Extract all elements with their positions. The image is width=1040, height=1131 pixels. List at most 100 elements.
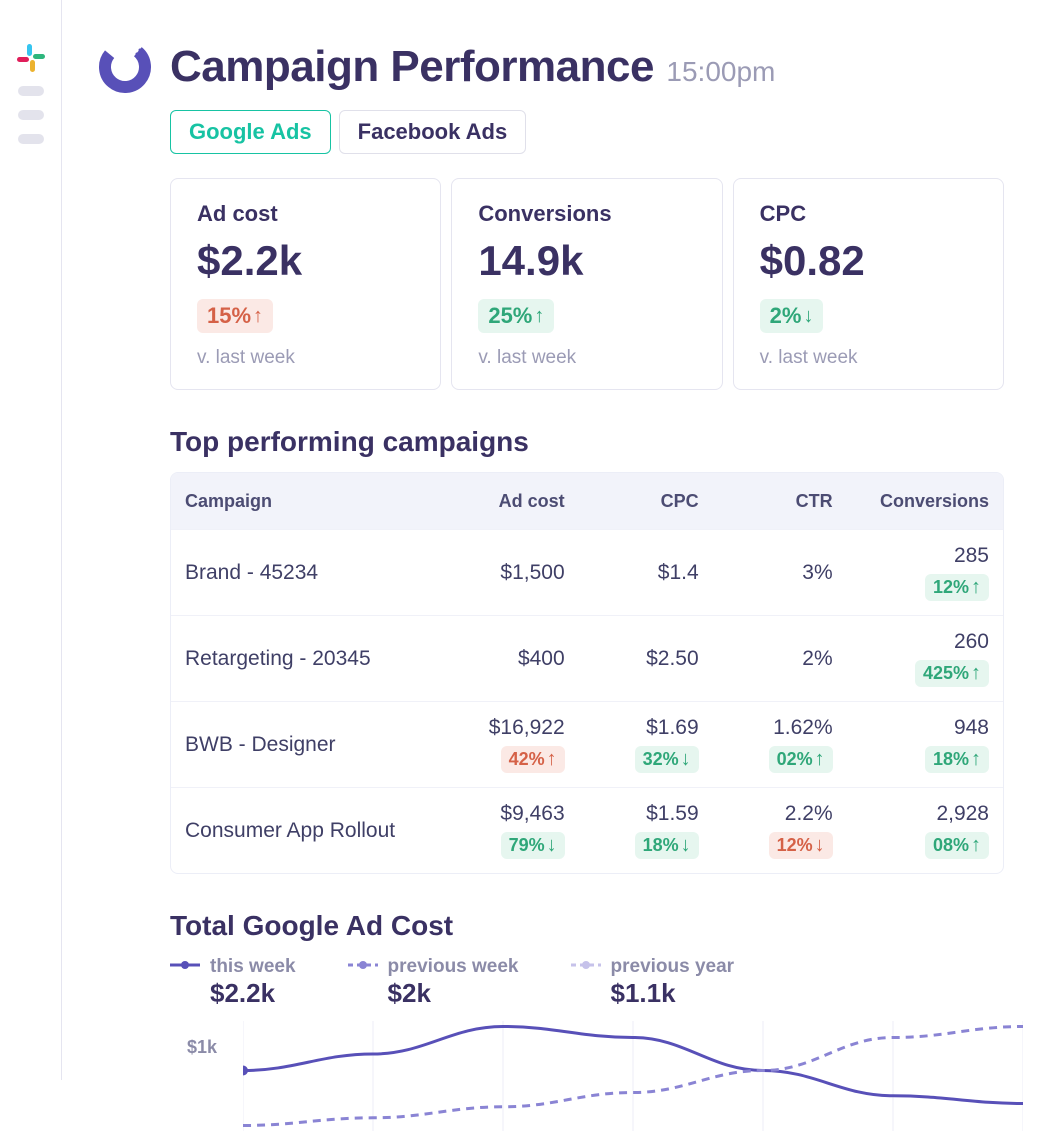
delta-chip: 12%↓ (769, 832, 833, 859)
page-time: 15:00pm (666, 56, 775, 87)
kpi-delta: 15%↑ (197, 299, 273, 333)
cell-value: $1.4 (565, 561, 699, 585)
delta-text: 15% (207, 303, 251, 329)
chart-canvas (243, 1021, 1023, 1131)
cell-value: $1.59 (565, 802, 699, 826)
table-cell: 2.2%12%↓ (699, 802, 833, 859)
cell-value: Retargeting - 20345 (185, 647, 431, 671)
legend-marker-icon (170, 956, 200, 974)
cell-campaign: Brand - 45234 (185, 561, 431, 585)
kpi-row: Ad cost $2.2k 15%↑ v. last week Conversi… (170, 178, 1004, 390)
table-cell: $1.69 32%↓ (565, 716, 699, 773)
cell-value: Consumer App Rollout (185, 819, 431, 843)
delta-chip: 18%↑ (925, 746, 989, 773)
arrow-down-icon: ↓ (681, 834, 691, 857)
kpi-label: Conversions (478, 201, 695, 227)
col-cpc: CPC (565, 491, 699, 512)
chart-legend: this week $2.2k previous week $2k previo… (170, 956, 1004, 1009)
arrow-up-icon: ↑ (971, 748, 981, 771)
arrow-down-icon: ↓ (547, 834, 557, 857)
table-row: Brand - 45234$1,500$1.43%28512%↑ (171, 529, 1003, 615)
kpi-value: 14.9k (478, 237, 695, 285)
sidebar (0, 0, 62, 1080)
title-block: Campaign Performance 15:00pm (170, 42, 775, 92)
legend-previous-year: previous year $1.1k (571, 956, 735, 1009)
kpi-sub: v. last week (478, 347, 695, 369)
cell-value: $16,922 (431, 716, 565, 740)
arrow-down-icon: ↓ (681, 748, 691, 771)
table-cell: $9,46379%↓ (431, 802, 565, 859)
arrow-up-icon: ↑ (253, 305, 263, 328)
table-cell: 28512%↑ (833, 544, 989, 601)
kpi-card-adcost: Ad cost $2.2k 15%↑ v. last week (170, 178, 441, 390)
cell-value: 948 (833, 716, 989, 740)
delta-chip: 79%↓ (501, 832, 565, 859)
sidebar-item-placeholder (18, 86, 44, 96)
arrow-up-icon: ↑ (815, 748, 825, 771)
table-cell: 2,928 08%↑ (833, 802, 989, 859)
cost-section-title: Total Google Ad Cost (170, 910, 1004, 942)
kpi-label: Ad cost (197, 201, 414, 227)
delta-chip: 08%↑ (925, 832, 989, 859)
legend-marker-icon (348, 956, 378, 974)
delta-text: 25% (488, 303, 532, 329)
tabs: Google Ads Facebook Ads (170, 110, 1004, 154)
cell-value: $400 (431, 647, 565, 671)
col-campaign: Campaign (185, 491, 431, 512)
kpi-sub: v. last week (760, 347, 977, 369)
arrow-up-icon: ↑ (971, 662, 981, 685)
table-cell: $2.50 (565, 647, 699, 671)
kpi-sub: v. last week (197, 347, 414, 369)
legend-amount: $2.2k (210, 978, 296, 1009)
page-title: Campaign Performance (170, 42, 654, 91)
main-content: Campaign Performance 15:00pm Google Ads … (62, 0, 1040, 1080)
arrow-up-icon: ↑ (534, 305, 544, 328)
sidebar-item-placeholder (18, 134, 44, 144)
delta-text: 2% (770, 303, 802, 329)
table-header: Campaign Ad cost CPC CTR Conversions (171, 473, 1003, 529)
kpi-delta: 2%↓ (760, 299, 824, 333)
col-conversions: Conversions (833, 491, 989, 512)
sidebar-item-placeholder (18, 110, 44, 120)
kpi-label: CPC (760, 201, 977, 227)
cell-value: 2,928 (833, 802, 989, 826)
table-row: Consumer App Rollout$9,46379%↓$1.5918%↓2… (171, 787, 1003, 873)
chart-y-tick: $1k (187, 1037, 217, 1058)
table-cell: 260 425%↑ (833, 630, 989, 687)
cell-value: Brand - 45234 (185, 561, 431, 585)
delta-chip: 02%↑ (769, 746, 833, 773)
legend-label: previous year (611, 956, 735, 978)
arrow-up-icon: ↑ (971, 834, 981, 857)
table-cell: $1,500 (431, 561, 565, 585)
legend-this-week: this week $2.2k (170, 956, 296, 1009)
app-donut-icon (98, 40, 152, 94)
tab-facebook-ads[interactable]: Facebook Ads (339, 110, 527, 154)
delta-chip: 425%↑ (915, 660, 989, 687)
table-cell: 948 18%↑ (833, 716, 989, 773)
legend-label: this week (210, 956, 296, 978)
delta-chip: 42%↑ (501, 746, 565, 773)
cell-value: 3% (699, 561, 833, 585)
cell-campaign: BWB - Designer (185, 733, 431, 757)
cell-value: 260 (833, 630, 989, 654)
table-row: Retargeting - 20345$400$2.502%260 425%↑ (171, 615, 1003, 701)
delta-chip: 32%↓ (635, 746, 699, 773)
table-cell: 1.62% 02%↑ (699, 716, 833, 773)
delta-chip: 18%↓ (635, 832, 699, 859)
cell-value: 1.62% (699, 716, 833, 740)
cell-value: 2% (699, 647, 833, 671)
kpi-card-conversions: Conversions 14.9k 25%↑ v. last week (451, 178, 722, 390)
table-cell: $1.59 18%↓ (565, 802, 699, 859)
cell-value: $1.69 (565, 716, 699, 740)
legend-amount: $1.1k (611, 978, 735, 1009)
campaigns-section-title: Top performing campaigns (170, 426, 1004, 458)
kpi-card-cpc: CPC $0.82 2%↓ v. last week (733, 178, 1004, 390)
table-cell: $16,922 42%↑ (431, 716, 565, 773)
kpi-value: $2.2k (197, 237, 414, 285)
tab-google-ads[interactable]: Google Ads (170, 110, 331, 154)
arrow-down-icon: ↓ (815, 834, 825, 857)
cost-chart: $1k (170, 1021, 1004, 1131)
slack-icon (17, 44, 45, 72)
kpi-delta: 25%↑ (478, 299, 554, 333)
cell-value: BWB - Designer (185, 733, 431, 757)
